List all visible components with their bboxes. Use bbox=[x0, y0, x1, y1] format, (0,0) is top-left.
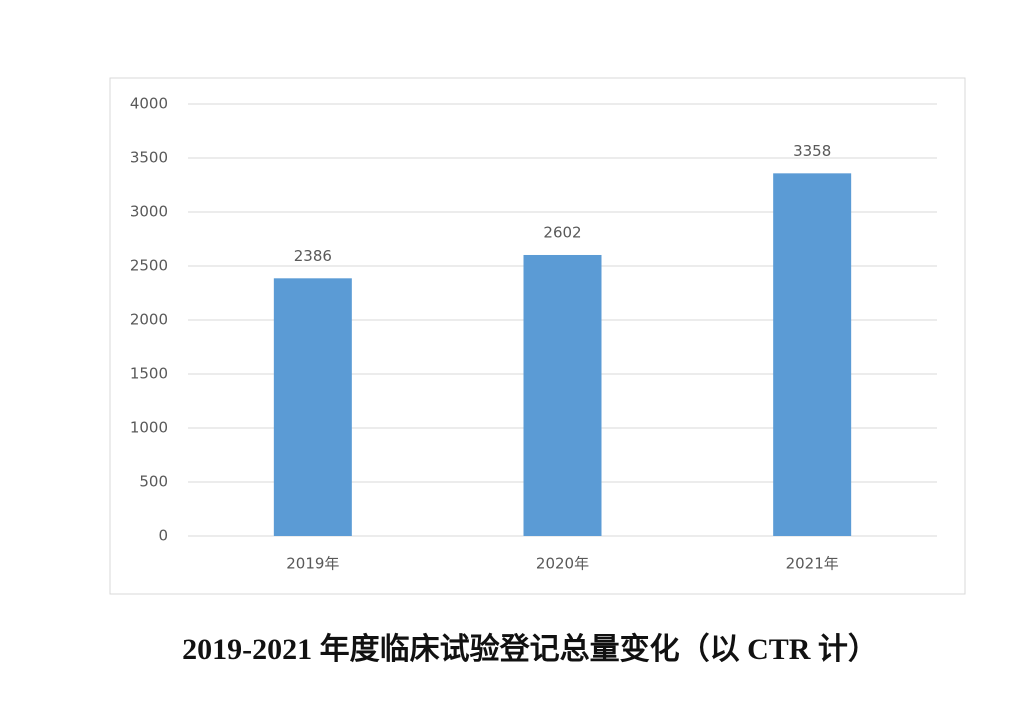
y-tick-label: 500 bbox=[139, 473, 168, 491]
y-tick-label: 4000 bbox=[130, 95, 168, 113]
bar bbox=[273, 278, 352, 536]
x-tick-label: 2020年 bbox=[536, 555, 589, 573]
y-tick-label: 2000 bbox=[130, 311, 168, 329]
data-label: 3358 bbox=[793, 142, 831, 160]
y-tick-label: 3500 bbox=[130, 149, 168, 167]
y-tick-label: 2500 bbox=[130, 257, 168, 275]
y-tick-label: 3000 bbox=[130, 203, 168, 221]
data-label: 2386 bbox=[294, 247, 332, 265]
bar bbox=[773, 173, 852, 536]
y-tick-label: 1000 bbox=[130, 419, 168, 437]
x-tick-label: 2019年 bbox=[286, 555, 339, 573]
chart-title: 2019-2021 年度临床试验登记总量变化（以 CTR 计） bbox=[182, 632, 878, 666]
bar bbox=[523, 254, 602, 536]
y-tick-label: 1500 bbox=[130, 365, 168, 383]
y-tick-label: 0 bbox=[158, 527, 168, 545]
x-tick-label: 2021年 bbox=[786, 555, 839, 573]
data-label: 2602 bbox=[543, 223, 581, 241]
